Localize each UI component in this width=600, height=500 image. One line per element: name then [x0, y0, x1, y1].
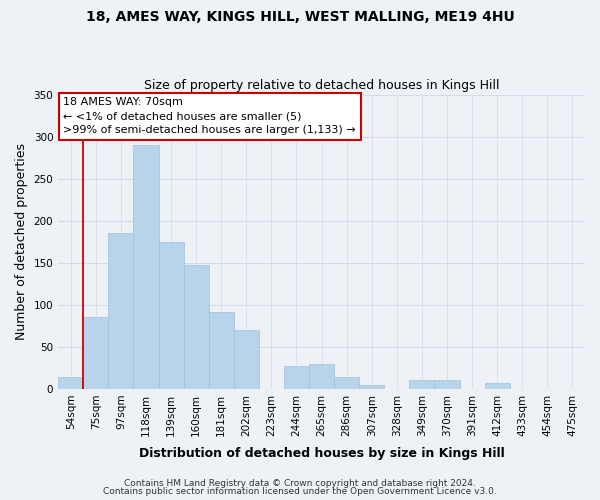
- Bar: [359, 384, 385, 389]
- Bar: [234, 330, 259, 389]
- Text: Contains HM Land Registry data © Crown copyright and database right 2024.: Contains HM Land Registry data © Crown c…: [124, 478, 476, 488]
- Bar: [184, 266, 209, 389]
- Text: 18, AMES WAY, KINGS HILL, WEST MALLING, ME19 4HU: 18, AMES WAY, KINGS HILL, WEST MALLING, …: [86, 10, 514, 24]
- Text: Contains public sector information licensed under the Open Government Licence v3: Contains public sector information licen…: [103, 487, 497, 496]
- Title: Size of property relative to detached houses in Kings Hill: Size of property relative to detached ho…: [144, 79, 499, 92]
- X-axis label: Distribution of detached houses by size in Kings Hill: Distribution of detached houses by size …: [139, 447, 505, 460]
- Bar: [409, 380, 434, 389]
- Bar: [109, 234, 133, 389]
- Bar: [284, 366, 309, 389]
- Bar: [334, 377, 359, 389]
- Bar: [434, 380, 460, 389]
- Bar: [485, 383, 510, 389]
- Y-axis label: Number of detached properties: Number of detached properties: [15, 143, 28, 340]
- Bar: [83, 318, 109, 389]
- Text: 18 AMES WAY: 70sqm
← <1% of detached houses are smaller (5)
>99% of semi-detache: 18 AMES WAY: 70sqm ← <1% of detached hou…: [64, 98, 356, 136]
- Bar: [58, 377, 83, 389]
- Bar: [209, 312, 234, 389]
- Bar: [158, 242, 184, 389]
- Bar: [309, 364, 334, 389]
- Bar: [133, 145, 158, 389]
